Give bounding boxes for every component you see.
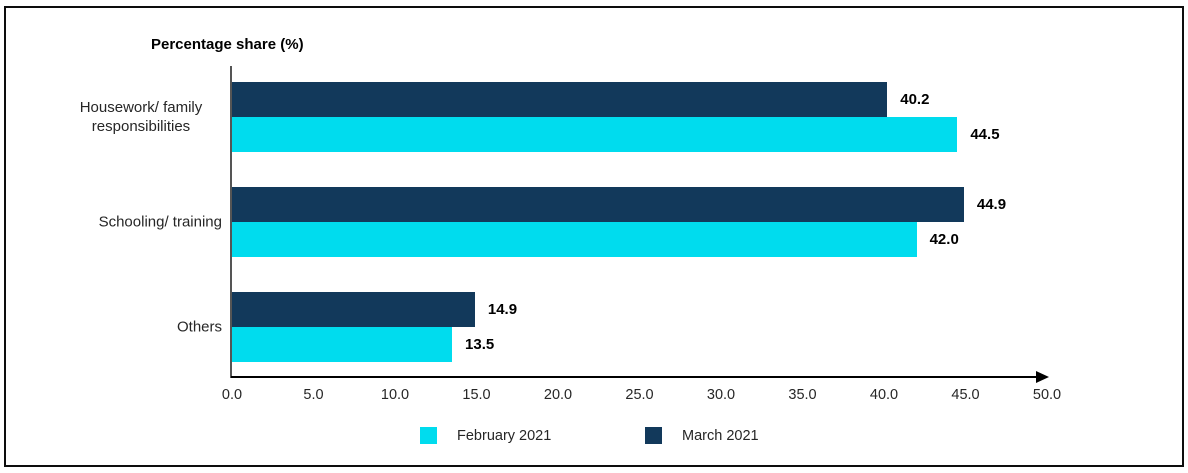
- x-tick-label-30.0: 30.0: [706, 387, 736, 403]
- x-tick-label-25.0: 25.0: [625, 387, 654, 403]
- x-axis-arrow-icon: [1036, 371, 1049, 383]
- x-tick-label-50.0: 50.0: [1032, 387, 1062, 403]
- x-tick-label-0.0: 0.0: [221, 387, 243, 403]
- value-label-march-2021-schooling-training: 44.9: [976, 196, 1007, 213]
- value-label-february-2021-schooling-training: 42.0: [929, 231, 959, 248]
- legend-swatch-february-2021: [420, 427, 437, 444]
- bar-february-2021-housework-family-responsibilities: [232, 117, 958, 152]
- value-label-march-2021-housework-family-responsibilities: 40.2: [900, 91, 930, 108]
- bar-february-2021-schooling-training: [232, 222, 917, 257]
- bar-march-2021-schooling-training: [232, 187, 964, 222]
- x-tick-label-40.0: 40.0: [869, 387, 899, 403]
- x-axis-line: [231, 376, 1038, 379]
- x-tick-label-20.0: 20.0: [543, 387, 573, 403]
- category-label-others: Others: [176, 318, 222, 336]
- category-label-schooling-training: Schooling/ training: [98, 213, 222, 231]
- bar-february-2021-others: [232, 327, 453, 362]
- legend-label-march-2021: March 2021: [682, 428, 759, 444]
- bar-march-2021-others: [232, 292, 475, 327]
- value-label-february-2021-others: 13.5: [465, 336, 495, 353]
- legend-label-february-2021: February 2021: [457, 428, 552, 444]
- value-label-february-2021-housework-family-responsibilities: 44.5: [970, 126, 1000, 143]
- value-label-march-2021-others: 14.9: [487, 301, 518, 318]
- legend-swatch-march-2021: [645, 427, 662, 444]
- x-tick-label-35.0: 35.0: [788, 387, 817, 403]
- category-label-housework-family-responsibilities: Housework/ family responsibilities: [79, 99, 203, 135]
- y-axis-line: [230, 66, 232, 378]
- x-tick-label-45.0: 45.0: [951, 387, 980, 403]
- bar-march-2021-housework-family-responsibilities: [232, 82, 888, 117]
- chart-title: Percentage share (%): [151, 36, 304, 53]
- x-tick-label-10.0: 10.0: [380, 387, 410, 403]
- x-tick-label-15.0: 15.0: [462, 387, 491, 403]
- x-tick-label-5.0: 5.0: [303, 387, 324, 403]
